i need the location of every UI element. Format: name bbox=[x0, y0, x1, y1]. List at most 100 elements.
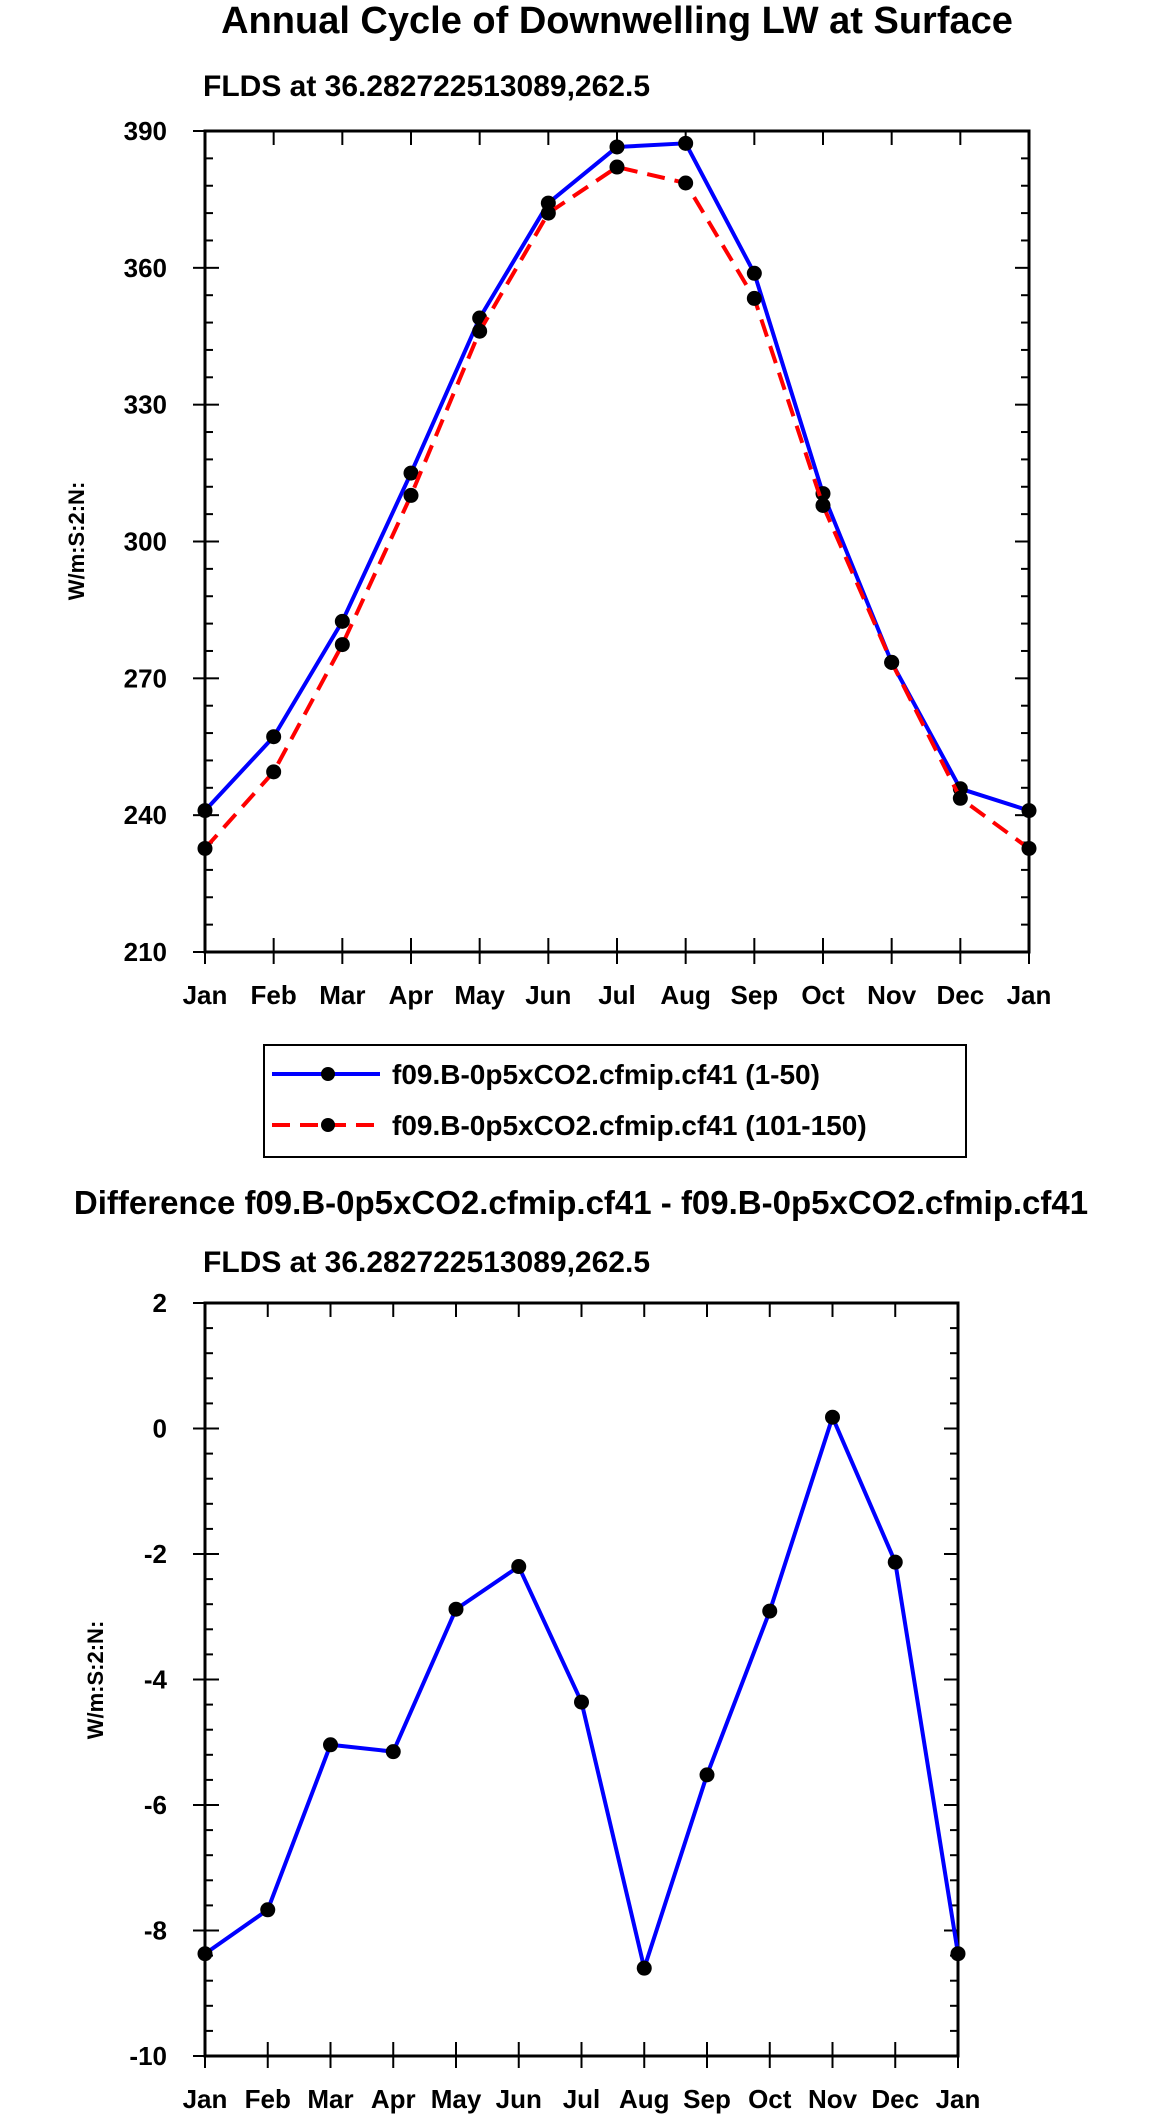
chart1-xtick-label: Apr bbox=[389, 980, 434, 1010]
legend-entry-series-1: f09.B-0p5xCO2.cfmip.cf41 (1-50) bbox=[272, 1059, 820, 1090]
chart2-ytick-label: 0 bbox=[153, 1414, 167, 1444]
chart1-series-1-point bbox=[334, 613, 350, 629]
chart1-series-2-point bbox=[403, 487, 419, 503]
chart1-series-1-point bbox=[266, 729, 282, 745]
chart1-ytick-label: 330 bbox=[124, 390, 167, 420]
chart1-series-2-point bbox=[197, 840, 213, 856]
chart1-xtick-label: May bbox=[454, 980, 505, 1010]
chart2-plot-frame bbox=[203, 1301, 960, 2058]
chart1-xtick-label: Jul bbox=[598, 980, 636, 1010]
chart2-difference: Jan Feb Mar Apr May Jun Jul Aug Sep Oct Nov Dec Jan-… bbox=[83, 1288, 980, 2114]
chart1-xtick-label: Jan bbox=[1007, 980, 1052, 1010]
legend-box bbox=[263, 1044, 967, 1158]
chart1-ytick-label: 300 bbox=[124, 527, 167, 557]
chart1-series-2-point bbox=[1021, 840, 1037, 856]
chart2-ytick-label: -8 bbox=[144, 1916, 167, 1946]
chart2-xtick-label: Jan bbox=[183, 2084, 228, 2114]
chart1-xtick-label: Jun bbox=[525, 980, 571, 1010]
chart1-annual-cycle: Jan Feb Mar Apr May Jun Jul Aug Sep Oct Nov Dec Jan 2… bbox=[64, 116, 1051, 1010]
chart1-xtick-label: Aug bbox=[660, 980, 711, 1010]
chart1-xtick-label: Dec bbox=[936, 980, 984, 1010]
chart2-series-1-point bbox=[323, 1737, 338, 1753]
chart1-subtitle: FLDS at 36.282722513089,262.5 bbox=[203, 70, 650, 103]
chart1-series-2-line bbox=[203, 165, 1031, 851]
chart1-plot-frame bbox=[203, 129, 1031, 954]
chart1-series-2-point bbox=[815, 497, 831, 513]
chart2-ytick-label: -2 bbox=[144, 1539, 167, 1569]
legend-label-series-2: f09.B-0p5xCO2.cfmip.cf41 (101-150) bbox=[392, 1110, 867, 1141]
chart2-ticks: Jan Feb Mar Apr May Jun Jul Aug Sep Oct Nov Dec Jan-… bbox=[129, 1288, 980, 2114]
chart2-series-1-point bbox=[448, 1601, 464, 1617]
chart1-ytick-label: 240 bbox=[124, 800, 167, 830]
chart2-series bbox=[197, 1409, 966, 1976]
chart1-xtick-label: Sep bbox=[730, 980, 778, 1010]
chart2-ytick-label: 2 bbox=[153, 1288, 167, 1318]
chart2-xtick-label: Feb bbox=[245, 2084, 291, 2114]
chart1-ytick-label: 360 bbox=[124, 253, 167, 283]
chart2-subtitle: FLDS at 36.282722513089,262.5 bbox=[203, 1246, 650, 1279]
chart1-series-2-point bbox=[266, 764, 282, 780]
chart2-xtick-label: Apr bbox=[371, 2084, 416, 2114]
chart2-ytick-label: -10 bbox=[129, 2041, 167, 2071]
chart1-series-1-point bbox=[609, 139, 625, 155]
chart2-series-1-point bbox=[511, 1559, 527, 1575]
chart1-series-1-point bbox=[197, 803, 213, 819]
chart2-xtick-label: Jul bbox=[563, 2084, 601, 2114]
legend-marker-series-1 bbox=[321, 1067, 335, 1081]
chart2-ytick-label: -6 bbox=[144, 1790, 167, 1820]
chart2-series-1-point bbox=[887, 1554, 903, 1570]
chart2-xtick-label: Aug bbox=[619, 2084, 670, 2114]
chart2-title: Difference f09.B-0p5xCO2.cfmip.cf41 - f0… bbox=[74, 1184, 1088, 1221]
chart2-series-1-line bbox=[203, 1415, 960, 1971]
chart1-series-2-point bbox=[678, 175, 694, 191]
legend-entry-series-2: f09.B-0p5xCO2.cfmip.cf41 (101-150) bbox=[272, 1110, 867, 1141]
chart1-series bbox=[197, 135, 1037, 856]
chart2-series-1-point bbox=[950, 1946, 966, 1962]
chart1-series-1-point bbox=[678, 135, 694, 151]
chart1-series-2-point bbox=[746, 290, 762, 306]
chart2-xtick-label: May bbox=[431, 2084, 482, 2114]
chart2-series-1-point bbox=[260, 1902, 276, 1918]
chart2-xtick-label: Sep bbox=[683, 2084, 731, 2114]
chart2-ytick-label: -4 bbox=[144, 1665, 168, 1695]
chart1-ylabel: W/m:S:2:N: bbox=[64, 482, 89, 601]
chart1-series-1-line bbox=[203, 141, 1030, 813]
chart1-ticks: Jan Feb Mar Apr May Jun Jul Aug Sep Oct Nov Dec Jan 2… bbox=[124, 116, 1052, 1010]
chart1-series-1-point bbox=[403, 465, 419, 481]
legend-label-series-1: f09.B-0p5xCO2.cfmip.cf41 (1-50) bbox=[392, 1059, 820, 1090]
chart2-series-1-point bbox=[636, 1960, 652, 1976]
chart1-series-2-point bbox=[334, 637, 350, 653]
chart2-series-1-point bbox=[762, 1603, 778, 1619]
chart1-series-2-point bbox=[609, 159, 625, 175]
chart1-ytick-label: 270 bbox=[124, 663, 167, 693]
chart2-series-1-point bbox=[385, 1744, 401, 1760]
chart1-xtick-label: Nov bbox=[867, 980, 917, 1010]
chart2-series-1-point bbox=[825, 1409, 840, 1425]
chart2-xtick-label: Nov bbox=[808, 2084, 858, 2114]
chart1-xtick-label: Feb bbox=[251, 980, 297, 1010]
chart1-ytick-label: 390 bbox=[124, 116, 167, 146]
chart2-xtick-label: Jun bbox=[496, 2084, 542, 2114]
chart1-ytick-label: 210 bbox=[124, 937, 167, 967]
chart2-xtick-label: Oct bbox=[748, 2084, 792, 2114]
chart1-legend: f09.B-0p5xCO2.cfmip.cf41 (1-50) f09.B-0p… bbox=[263, 1044, 967, 1158]
chart1-xtick-label: Jan bbox=[183, 980, 228, 1010]
chart1-series-1-point bbox=[1021, 803, 1037, 819]
chart1-series-2-point bbox=[952, 790, 968, 806]
chart2-series-1-point bbox=[197, 1946, 213, 1962]
chart2-xtick-label: Jan bbox=[936, 2084, 981, 2114]
chart2-ylabel: W/m:S:2:N: bbox=[83, 1621, 108, 1740]
chart1-xtick-label: Mar bbox=[319, 980, 365, 1010]
main-title: Annual Cycle of Downwelling LW at Surfac… bbox=[221, 0, 1013, 42]
legend-marker-series-2 bbox=[321, 1118, 335, 1132]
chart2-series-1-point bbox=[574, 1694, 589, 1710]
chart2-series-1-point bbox=[699, 1767, 715, 1783]
chart1-series-2-point bbox=[884, 654, 900, 670]
chart1-series-2-point bbox=[540, 205, 556, 221]
chart1-series-1-point bbox=[746, 265, 762, 281]
chart1-series-2-point bbox=[472, 323, 488, 339]
chart2-xtick-label: Dec bbox=[871, 2084, 919, 2114]
chart2-xtick-label: Mar bbox=[307, 2084, 353, 2114]
chart1-xtick-label: Oct bbox=[801, 980, 845, 1010]
